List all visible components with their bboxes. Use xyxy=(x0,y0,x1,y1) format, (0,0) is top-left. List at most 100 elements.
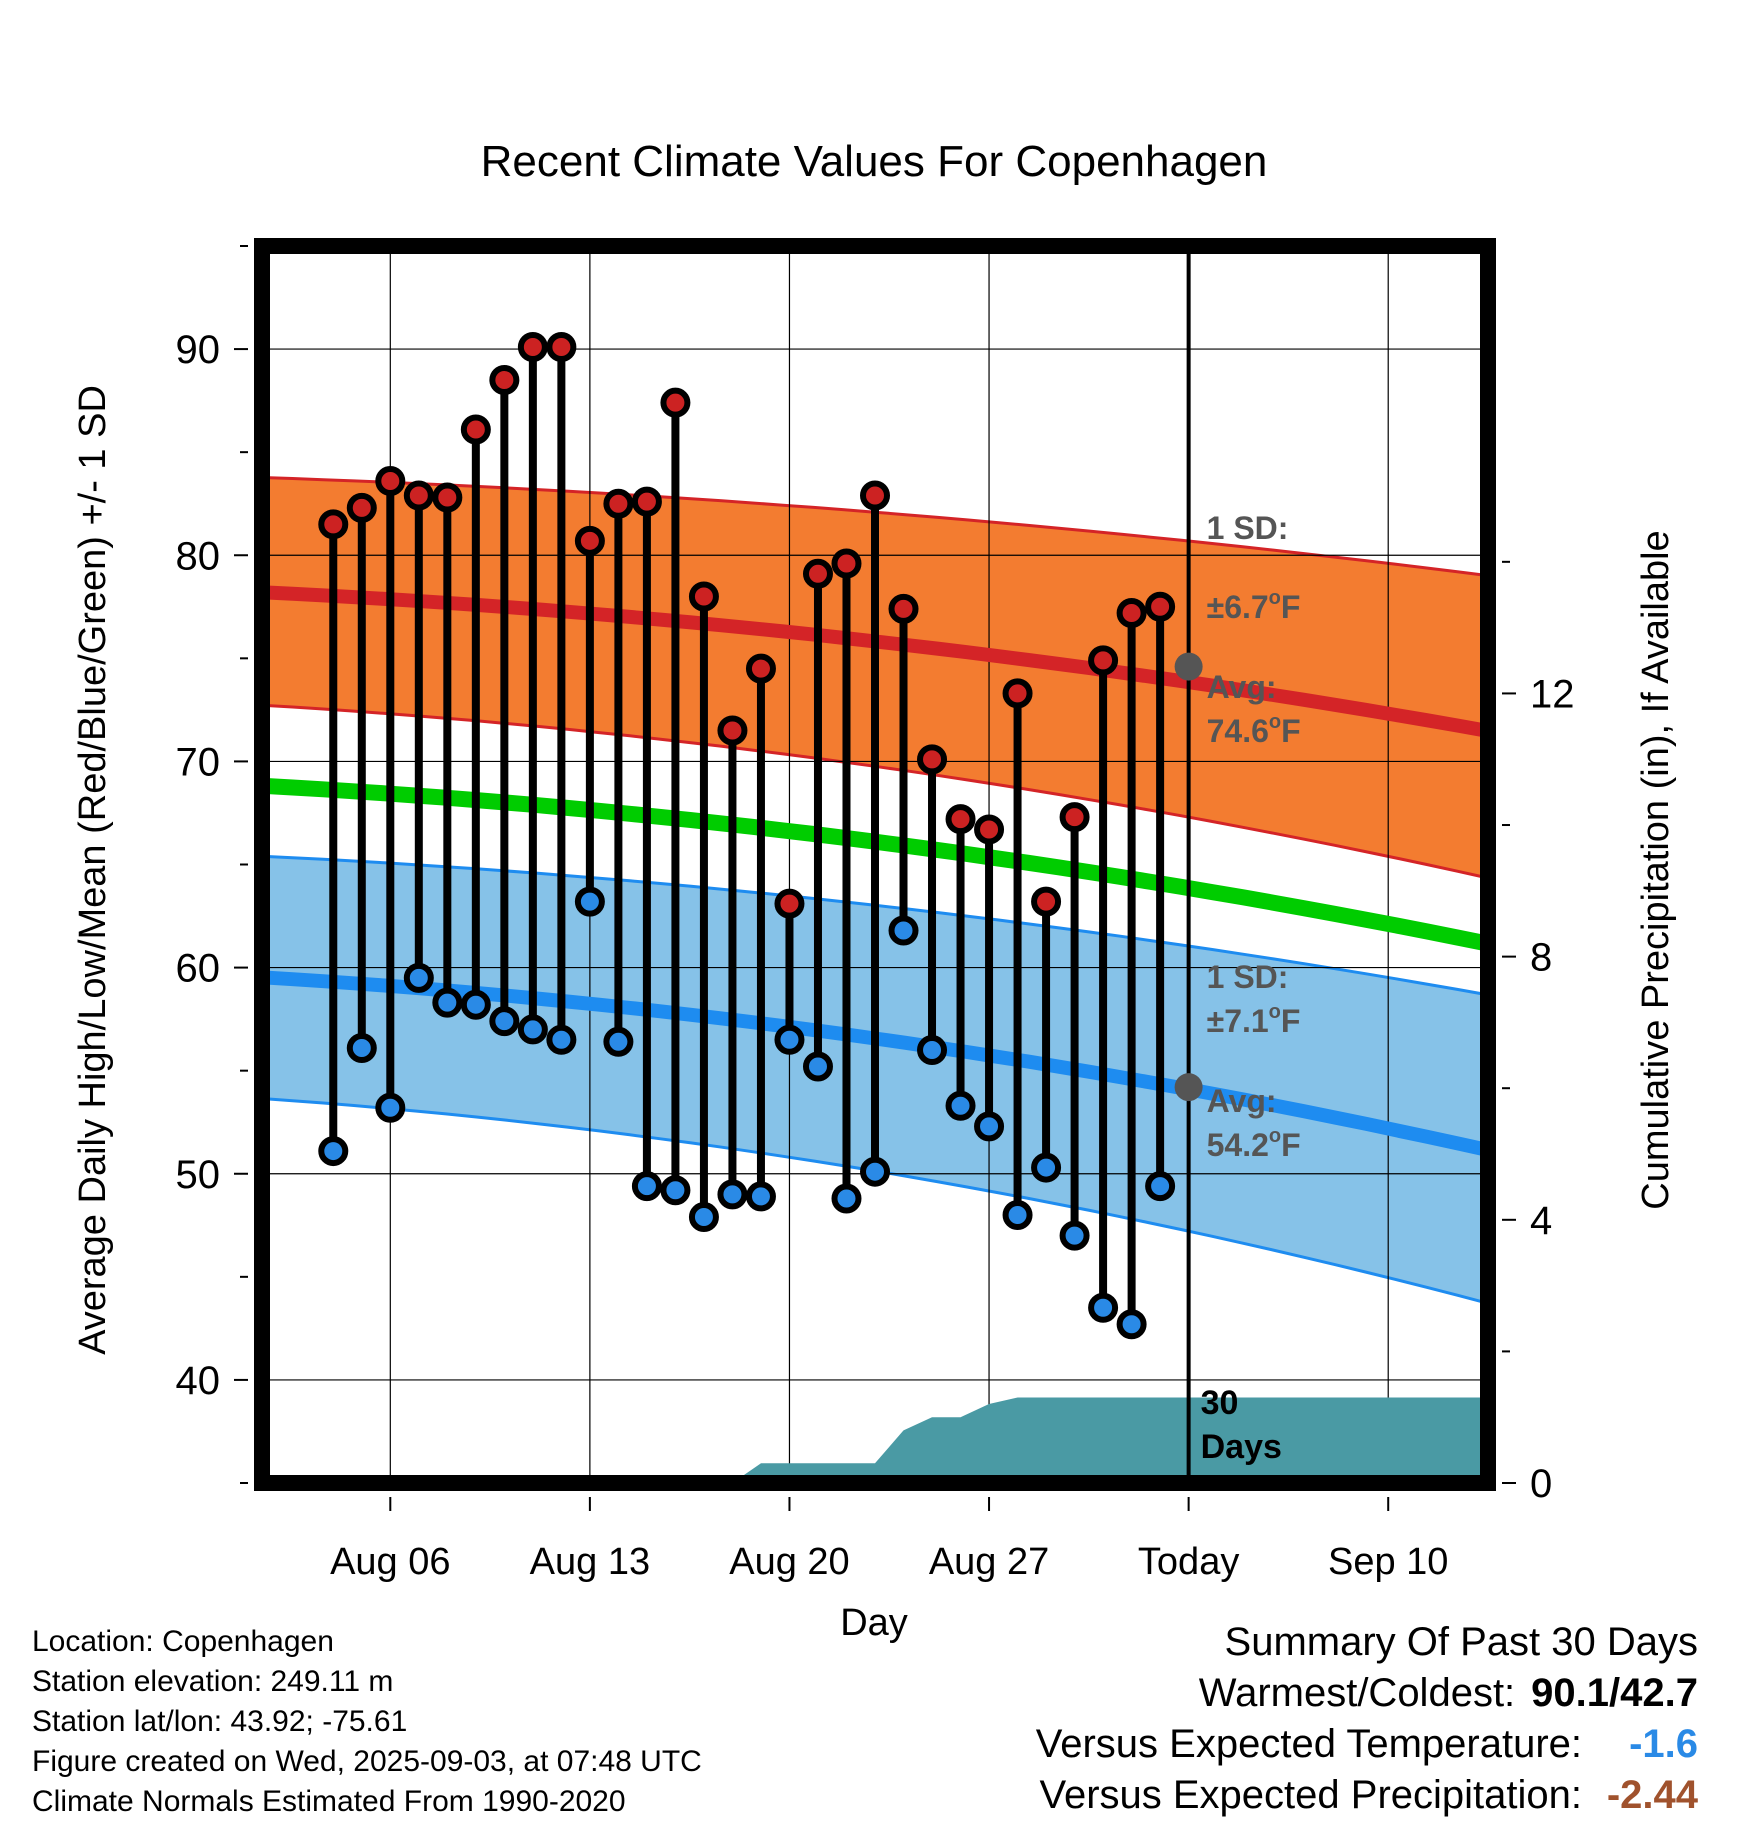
daily-high-point xyxy=(631,486,662,517)
y2-tick-label: 0 xyxy=(1530,1462,1552,1506)
daily-high-point xyxy=(945,804,976,835)
high-sd-label: 1 SD: xyxy=(1207,510,1289,546)
low-sd-value: ±7.1oF xyxy=(1207,1001,1301,1039)
x-tick-label: Today xyxy=(1138,1541,1239,1583)
summary-warm-cold-row: Warmest/Coldest: 90.1/42.7 xyxy=(1036,1668,1698,1719)
x-tick-label: Aug 13 xyxy=(530,1541,650,1583)
high-avg-value: 74.6oF xyxy=(1207,711,1301,749)
low-sd-label: 1 SD: xyxy=(1207,959,1289,995)
daily-low-point xyxy=(831,1183,862,1214)
daily-low-point xyxy=(631,1171,662,1202)
daily-low-point xyxy=(945,1090,976,1121)
x-tick-label: Sep 10 xyxy=(1328,1541,1448,1583)
daily-low-point xyxy=(745,1181,776,1212)
daily-high-point xyxy=(1031,886,1062,917)
latlon-text: Station lat/lon: 43.92; -75.61 xyxy=(32,1705,408,1738)
days-word-label: Days xyxy=(1201,1428,1282,1466)
daily-low-point xyxy=(1059,1220,1090,1251)
high-avg-label: Avg: xyxy=(1207,669,1277,705)
daily-high-point xyxy=(974,814,1005,845)
location-text: Location: Copenhagen xyxy=(32,1625,334,1658)
station-info: Location: Copenhagen Station elevation: … xyxy=(32,1622,702,1822)
daily-low-point xyxy=(717,1179,748,1210)
summary-title: Summary Of Past 30 Days xyxy=(1224,1620,1698,1664)
normals-text: Climate Normals Estimated From 1990-2020 xyxy=(32,1785,626,1818)
y-tick-label: 40 xyxy=(176,1359,221,1403)
y2-tick-label: 4 xyxy=(1530,1199,1552,1243)
daily-high-point xyxy=(403,480,434,511)
daily-high-point xyxy=(745,653,776,684)
daily-high-point xyxy=(517,332,548,363)
summary-panel: Summary Of Past 30 Days Warmest/Coldest:… xyxy=(1036,1617,1698,1821)
daily-high-point xyxy=(888,593,919,624)
x-axis-label: Day xyxy=(840,1602,908,1644)
daily-high-point xyxy=(860,480,890,511)
daily-low-point xyxy=(403,962,434,993)
daily-low-point xyxy=(974,1111,1005,1142)
y-tick-label: 90 xyxy=(176,328,221,372)
daily-high-point xyxy=(1059,802,1090,833)
daily-high-point xyxy=(546,332,577,363)
daily-low-point xyxy=(917,1035,948,1066)
y-axis-label-right: Cumulative Precipitation (in), If Availa… xyxy=(1635,530,1677,1209)
daily-low-point xyxy=(517,1014,548,1045)
daily-high-point xyxy=(1002,678,1033,709)
daily-high-point xyxy=(346,492,377,523)
daily-high-point xyxy=(375,466,406,497)
low-avg-label: Avg: xyxy=(1207,1083,1277,1119)
summary-precip-row: Versus Expected Precipitation: -2.44 xyxy=(1036,1770,1698,1821)
daily-high-point xyxy=(432,482,463,513)
chart-title: Recent Climate Values For Copenhagen xyxy=(481,137,1268,186)
y-tick-label: 50 xyxy=(176,1153,221,1197)
warm-cold-label: Warmest/Coldest: xyxy=(1198,1671,1516,1715)
daily-high-point xyxy=(1145,591,1176,622)
daily-low-point xyxy=(1116,1309,1147,1340)
precip-label: Versus Expected Precipitation: xyxy=(1039,1773,1582,1817)
daily-high-point xyxy=(603,488,634,519)
daily-low-point xyxy=(375,1092,406,1123)
daily-high-point xyxy=(660,387,691,418)
x-tick-label: Aug 06 xyxy=(330,1541,450,1583)
daily-high-point xyxy=(460,414,491,445)
today-low-avg-marker xyxy=(1174,1073,1203,1102)
y-axis-label-left: Average Daily High/Low/Mean (Red/Blue/Gr… xyxy=(72,385,114,1355)
daily-low-point xyxy=(1031,1152,1062,1183)
daily-low-point xyxy=(888,915,919,946)
low-avg-value: 54.2oF xyxy=(1207,1125,1301,1163)
summary-temp-row: Versus Expected Temperature: -1.6 xyxy=(1036,1719,1698,1770)
daily-low-point xyxy=(318,1136,349,1167)
precip-value: -2.44 xyxy=(1606,1773,1698,1817)
daily-low-point xyxy=(460,989,491,1020)
high-sd-value: ±6.7oF xyxy=(1207,587,1301,625)
daily-high-point xyxy=(802,558,833,589)
daily-low-point xyxy=(1145,1171,1176,1202)
daily-high-point xyxy=(318,509,349,540)
daily-high-point xyxy=(831,548,862,579)
created-text: Figure created on Wed, 2025-09-03, at 07… xyxy=(32,1745,702,1778)
y2-tick-label: 12 xyxy=(1530,672,1575,716)
daily-low-point xyxy=(660,1175,691,1206)
daily-high-point xyxy=(717,715,748,746)
y2-tick-label: 8 xyxy=(1530,936,1552,980)
daily-low-point xyxy=(546,1024,577,1055)
daily-high-point xyxy=(688,581,719,612)
daily-high-point xyxy=(574,525,605,556)
daily-low-point xyxy=(860,1156,890,1187)
daily-low-point xyxy=(603,1026,634,1057)
daily-low-point xyxy=(774,1024,805,1055)
daily-high-point xyxy=(774,888,805,919)
daily-high-point xyxy=(489,365,520,396)
daily-low-point xyxy=(688,1202,719,1233)
daily-low-point xyxy=(574,886,605,917)
daily-low-point xyxy=(489,1006,520,1037)
daily-high-point xyxy=(917,744,948,775)
today-high-avg-marker xyxy=(1174,652,1203,681)
days-count-label: 30 xyxy=(1201,1384,1239,1422)
daily-low-point xyxy=(802,1051,833,1082)
daily-high-point xyxy=(1088,645,1119,676)
plot-frame xyxy=(254,238,1496,1491)
precipitation-area xyxy=(732,1397,1488,1483)
plot-area: 1 SD: ±6.7oF Avg: 74.6oF 1 SD: ±7.1oF Avg: 54.2… xyxy=(176,238,1575,1583)
elevation-text: Station elevation: 249.11 m xyxy=(32,1665,394,1698)
